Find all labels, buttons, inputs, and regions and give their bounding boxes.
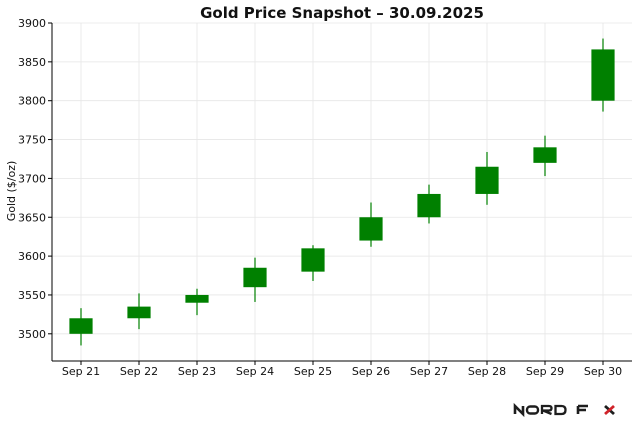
candlestick bbox=[185, 288, 209, 316]
logo-letter-r bbox=[540, 404, 553, 416]
y-tick-label: 3900 bbox=[18, 17, 46, 30]
candle-body bbox=[127, 306, 151, 319]
y-tick-label: 3750 bbox=[18, 134, 46, 147]
candle-body bbox=[185, 294, 209, 303]
y-tick-label: 3800 bbox=[18, 95, 46, 108]
logo-letter-f bbox=[576, 404, 588, 414]
grid bbox=[52, 22, 632, 361]
candlestick bbox=[359, 202, 383, 247]
x-tick-label: Sep 24 bbox=[236, 365, 274, 378]
candle-body bbox=[359, 217, 383, 241]
x-tick-label: Sep 21 bbox=[62, 365, 100, 378]
candle-body bbox=[69, 318, 93, 334]
y-tick-label: 3550 bbox=[18, 289, 46, 302]
x-tick-label: Sep 25 bbox=[294, 365, 332, 378]
candlestick bbox=[127, 293, 151, 330]
candle-body bbox=[533, 147, 557, 163]
x-tick-label: Sep 27 bbox=[410, 365, 448, 378]
candlestick bbox=[69, 308, 93, 346]
y-tick-label: 3500 bbox=[18, 328, 46, 341]
x-tick-label: Sep 23 bbox=[178, 365, 216, 378]
candlestick bbox=[301, 245, 325, 281]
y-tick-label: 3700 bbox=[18, 172, 46, 185]
y-tick-label: 3850 bbox=[18, 56, 46, 69]
logo-letter-d bbox=[554, 404, 567, 416]
axes: 3500 3550 3600 3650 3700 3750 3800 3850 3900 Sep … bbox=[18, 17, 632, 378]
logo-letter-o bbox=[525, 405, 540, 415]
x-tick-label: Sep 26 bbox=[352, 365, 390, 378]
x-tick-label: Sep 28 bbox=[468, 365, 506, 378]
candle-body bbox=[301, 248, 325, 272]
candlestick bbox=[591, 38, 615, 112]
chart-title: Gold Price Snapshot – 30.09.2025 bbox=[200, 4, 484, 22]
logo-letter-n bbox=[513, 402, 525, 418]
candlestick bbox=[475, 151, 499, 205]
candle-body bbox=[475, 166, 499, 194]
candlestick bbox=[417, 184, 441, 224]
y-axis-label: Gold ($/oz) bbox=[5, 161, 18, 222]
y-tick-label: 3600 bbox=[18, 250, 46, 263]
logo-letter-x-right bbox=[604, 404, 615, 416]
candle-body bbox=[591, 49, 615, 101]
x-tick-label: Sep 30 bbox=[584, 365, 622, 378]
nordfx-logo bbox=[513, 402, 615, 418]
candle-body bbox=[417, 193, 441, 218]
y-tick-label: 3650 bbox=[18, 211, 46, 224]
candle-body bbox=[243, 267, 267, 288]
candles bbox=[69, 38, 615, 346]
x-tick-label: Sep 22 bbox=[120, 365, 158, 378]
candlestick bbox=[243, 257, 267, 302]
x-tick-label: Sep 29 bbox=[526, 365, 564, 378]
candlestick bbox=[533, 135, 557, 177]
